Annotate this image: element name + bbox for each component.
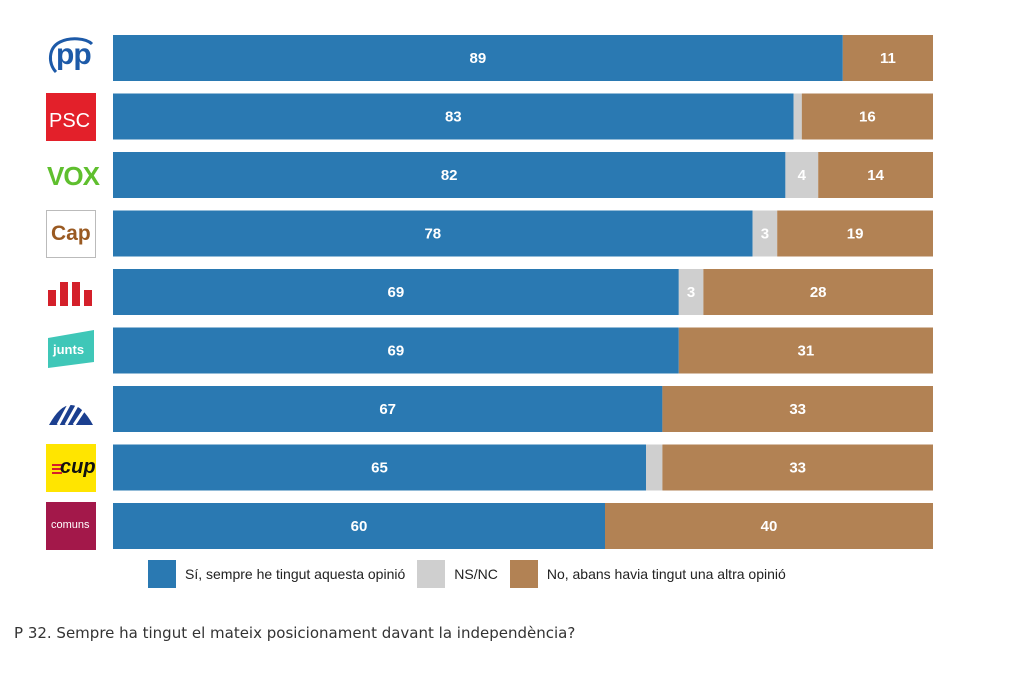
legend-label-yes: Sí, sempre he tingut aquesta opinió [185, 566, 406, 582]
psc-logo: PSC [46, 93, 96, 141]
cup-logo-text: cup [60, 456, 96, 478]
bar-comuns-no [605, 503, 933, 549]
erc-logo [46, 268, 96, 316]
junts-logo: junts [46, 326, 96, 374]
bar-psc-no [801, 93, 933, 140]
bar-cap-yes [113, 210, 753, 257]
bar-label-comuns-yes: 60 [351, 518, 368, 535]
pp-logo-text: pp [56, 38, 92, 71]
legend-swatch-no [509, 560, 538, 588]
bar-label-pp-no: 11 [880, 50, 896, 67]
bar-cup-nsnc [646, 444, 663, 491]
cap-logo: Cap [46, 210, 96, 258]
bar-cap-nsnc [752, 210, 778, 257]
vox-logo-text: VOX [47, 161, 100, 191]
bar-pp-yes [113, 35, 843, 81]
legend-swatch-nsnc [417, 560, 446, 588]
bar-vox-no [818, 152, 933, 198]
cup-logo-flag [52, 464, 62, 474]
comuns-logo: comuns [46, 502, 96, 550]
legend-item-nsnc: NS/NC [417, 560, 498, 588]
bar-label-psc-yes: 83 [445, 109, 462, 126]
pdecat-logo [46, 385, 96, 433]
psc-logo-text: PSC [49, 110, 91, 132]
bar-junts-yes [113, 327, 679, 374]
bar-label-vox-no: 14 [867, 167, 884, 184]
bar-vox-yes [113, 152, 786, 198]
vox-logo: VOX [46, 151, 100, 199]
bar-comuns-yes [113, 503, 605, 549]
bar-psc-yes [113, 93, 794, 140]
cap-logo-text: Cap [51, 222, 91, 245]
chart-legend: Sí, sempre he tingut aquesta opinió NS/N… [148, 559, 798, 589]
bar-label-psc-no: 16 [859, 109, 876, 126]
bar-pp-no [842, 35, 933, 81]
bar-label-cap-yes: 78 [424, 226, 441, 243]
bar-label-cap-nsnc: 3 [761, 226, 769, 243]
legend-label-no: No, abans havia tingut una altra opinió [546, 566, 786, 582]
bar-label-cup-no: 33 [789, 460, 806, 477]
junts-logo-text: junts [53, 342, 85, 357]
bar-erc-yes [113, 269, 679, 315]
bar-label-pp-yes: 89 [470, 50, 487, 67]
bar-label-erc-no: 28 [810, 284, 827, 301]
bar-label-junts-yes: 69 [388, 343, 405, 360]
legend-item-no: No, abans havia tingut una altra opinió [509, 560, 786, 588]
stacked-bar-chart: 89 11 83 16 82 4 14 78 3 19 69 3 28 69 31 67 33 65 33 60 40 [113, 35, 933, 549]
bar-pdecat-yes [113, 386, 663, 432]
chart-caption: P 32. Sempre ha tingut el mateix posicio… [14, 624, 576, 642]
bar-label-vox-nsnc: 4 [798, 167, 807, 184]
bar-label-pdecat-no: 33 [789, 401, 806, 418]
pp-logo: pp [46, 34, 96, 82]
bar-psc-nsnc [793, 93, 802, 140]
bar-cap-no [777, 210, 933, 257]
bar-erc-no [703, 269, 933, 315]
bar-label-vox-yes: 82 [441, 167, 458, 184]
bar-label-comuns-no: 40 [761, 518, 778, 535]
legend-swatch-yes [148, 560, 176, 588]
bar-cup-no [662, 444, 933, 491]
cup-logo: cup [46, 444, 96, 492]
bar-pdecat-no [662, 386, 933, 432]
bar-junts-no [678, 327, 933, 374]
junts-logo-bg [48, 330, 94, 368]
bar-label-junts-no: 31 [798, 343, 815, 360]
pdecat-logo-icon [49, 396, 93, 426]
pp-logo-icon [49, 37, 94, 74]
legend-label-nsnc: NS/NC [454, 566, 498, 582]
bar-label-pdecat-yes: 67 [379, 401, 396, 418]
erc-logo-icon [48, 282, 92, 306]
bar-label-cap-no: 19 [847, 226, 864, 243]
bar-label-erc-nsnc: 3 [687, 284, 695, 301]
bar-label-cup-yes: 65 [371, 460, 388, 477]
bar-label-erc-yes: 69 [388, 284, 405, 301]
bar-vox-nsnc [785, 152, 819, 198]
legend-item-yes: Sí, sempre he tingut aquesta opinió [148, 560, 405, 588]
bar-cup-yes [113, 444, 646, 491]
bar-erc-nsnc [678, 269, 704, 315]
comuns-logo-text: comuns [51, 519, 90, 531]
